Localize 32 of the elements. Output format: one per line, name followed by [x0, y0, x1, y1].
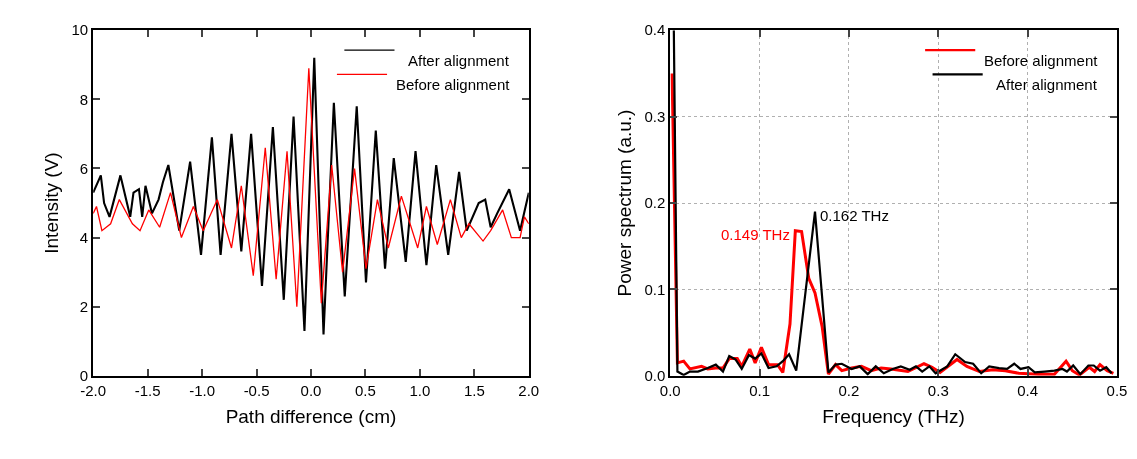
y-tick-label: 0.3	[644, 107, 666, 125]
x-axis-title: Frequency (THz)	[822, 406, 965, 428]
y-tick-label: 2	[79, 297, 89, 315]
x-tick-label: -0.5	[243, 381, 270, 399]
x-tick-label: 1.5	[463, 381, 485, 399]
y-tick-label: 6	[79, 159, 89, 177]
x-tick-label: 0.3	[927, 381, 949, 399]
legend-label: Before alignment	[984, 52, 1099, 69]
x-tick-label: -1.5	[134, 381, 161, 399]
annotation: 0.149 THz	[721, 226, 790, 243]
x-tick-label: 0.4	[1017, 381, 1039, 399]
x-tick-label: 0.0	[300, 381, 322, 399]
x-tick-label: 0.5	[1106, 381, 1128, 399]
x-tick-label: -1.0	[189, 381, 216, 399]
x-tick-label: 0.1	[749, 381, 771, 399]
legend-label: After alignment	[996, 76, 1098, 93]
x-tick-label: 1.0	[409, 381, 431, 399]
y-axis-title: Power spectrum (a.u.)	[613, 109, 635, 297]
x-tick-label: 0.5	[355, 381, 376, 399]
legend-label: Before alignment	[396, 76, 511, 93]
x-tick-label: 0.2	[838, 381, 860, 399]
y-tick-label: 8	[79, 90, 89, 108]
x-tick-label: 2.0	[518, 381, 540, 399]
y-tick-label: 4	[79, 228, 89, 246]
annotation: 0.162 THz	[820, 207, 889, 224]
y-axis-title: Intensity (V)	[40, 152, 62, 254]
y-tick-label: 0.4	[644, 21, 666, 39]
x-axis-title: Path difference (cm)	[225, 406, 397, 428]
y-tick-label: 10	[71, 21, 89, 39]
y-tick-label: 0.1	[644, 280, 666, 298]
legend-label: After alignment	[408, 52, 510, 69]
y-tick-label: 0.2	[644, 194, 666, 212]
